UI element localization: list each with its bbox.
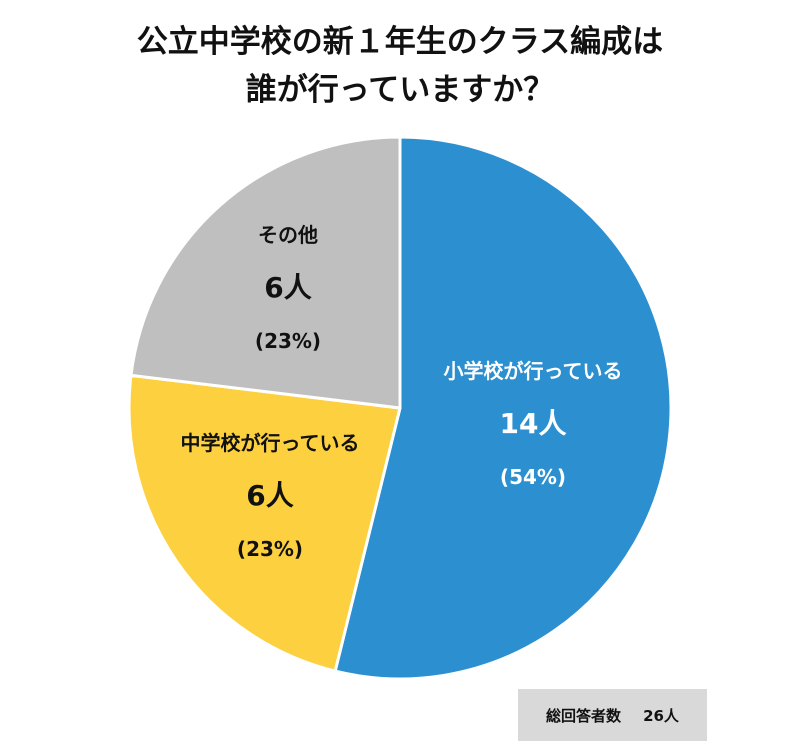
chart-title: 公立中学校の新１年生のクラス編成は 誰が行っていますか？ (0, 18, 800, 114)
total-respondents-label: 総回答者数 (546, 706, 622, 725)
slice-count-junior-high-school: 6人 (246, 479, 293, 512)
slice-count-other: 6人 (264, 271, 311, 304)
slice-percent-elementary-school: (54%) (500, 465, 566, 489)
slice-count-elementary-school: 14人 (500, 407, 567, 440)
total-respondents-box: 総回答者数 26人 (518, 689, 707, 741)
slice-label-junior-high-school: 中学校が行っている (181, 431, 360, 455)
slice-label-other: その他 (258, 223, 318, 247)
slice-label-elementary-school: 小学校が行っている (444, 359, 623, 383)
pie-slice-elementary-school (333, 135, 673, 681)
chart-title-line-2: 誰が行っていますか？ (245, 72, 555, 108)
total-respondents-value: 26人 (643, 706, 679, 725)
slice-percent-junior-high-school: (23%) (237, 537, 303, 561)
slice-percent-other: (23%) (255, 329, 321, 353)
chart-title-line-1: 公立中学校の新１年生のクラス編成は (136, 24, 664, 60)
pie-slice-other (129, 135, 402, 410)
pie-slice-junior-high-school (127, 373, 402, 673)
